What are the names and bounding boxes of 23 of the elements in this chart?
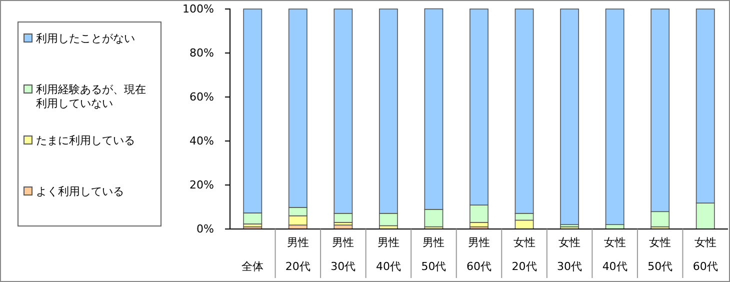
x-tick-label: 女性 20代 xyxy=(512,236,537,273)
x-tick-label: 女性 50代 xyxy=(648,236,673,273)
legend-label: 利用経験あるが、現在利用していない xyxy=(36,83,146,110)
x-tick-label: 男性 40代 xyxy=(376,236,401,273)
y-tick-label: 40% xyxy=(190,134,214,148)
legend-label: たまに利用している xyxy=(36,134,135,147)
bar xyxy=(560,8,579,225)
legend-label: よく利用している xyxy=(36,185,124,198)
bar xyxy=(605,8,624,225)
y-tick-label: 0% xyxy=(196,222,214,236)
x-tick-label: 男性 60代 xyxy=(466,236,492,273)
x-tick-label: 女性 40代 xyxy=(602,236,628,273)
x-tick-label: 女性 30代 xyxy=(557,236,582,273)
y-tick-label: 20% xyxy=(190,178,214,192)
y-tick-label: 80% xyxy=(190,46,214,60)
y-tick-label: 100% xyxy=(182,2,214,16)
x-tick-label: 男性 20代 xyxy=(285,236,310,273)
legend-label: 利用したことがない xyxy=(36,32,135,45)
x-tick-label: 全体 xyxy=(242,260,264,273)
x-tick-label: 男性 30代 xyxy=(330,236,356,273)
x-tick-label: 女性 60代 xyxy=(692,236,718,273)
x-tick-label: 男性 50代 xyxy=(421,236,446,273)
y-tick-label: 60% xyxy=(190,90,214,104)
